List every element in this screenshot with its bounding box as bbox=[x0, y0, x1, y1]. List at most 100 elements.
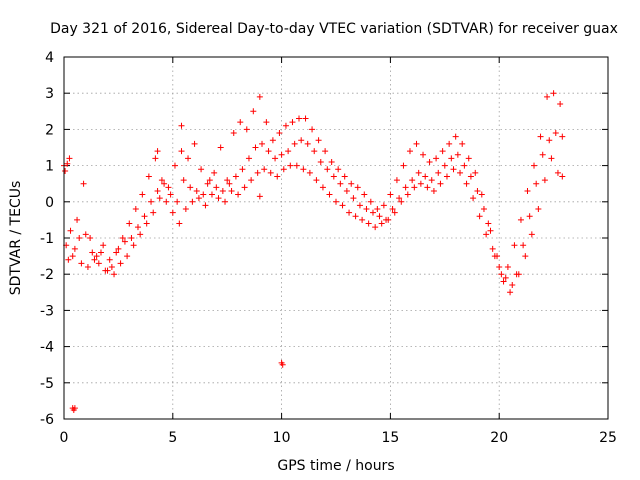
data-point bbox=[259, 140, 266, 147]
data-point bbox=[313, 177, 320, 184]
data-point bbox=[335, 166, 342, 173]
data-point bbox=[206, 177, 213, 184]
data-point bbox=[211, 169, 218, 176]
data-point bbox=[326, 191, 333, 198]
data-point bbox=[95, 260, 102, 267]
data-point bbox=[185, 155, 192, 162]
data-point bbox=[333, 198, 339, 205]
data-point bbox=[150, 209, 157, 216]
data-point bbox=[400, 162, 407, 169]
data-point bbox=[158, 177, 165, 184]
data-point bbox=[517, 216, 524, 223]
y-tick-label: -6 bbox=[40, 412, 54, 428]
plot-frame bbox=[63, 56, 609, 420]
series-outliers bbox=[62, 122, 566, 413]
data-point bbox=[304, 140, 311, 147]
data-point bbox=[280, 166, 287, 173]
data-point bbox=[241, 184, 248, 191]
data-point bbox=[367, 198, 374, 205]
data-point bbox=[343, 187, 350, 194]
data-point bbox=[452, 133, 459, 140]
y-tick-label: 4 bbox=[45, 50, 54, 66]
data-point bbox=[278, 151, 285, 158]
data-point bbox=[226, 180, 233, 187]
data-point bbox=[80, 180, 87, 187]
y-tick-label: 2 bbox=[45, 122, 54, 138]
data-point bbox=[130, 242, 137, 249]
data-point bbox=[350, 195, 357, 202]
data-point bbox=[243, 126, 250, 133]
chart-title: Day 321 of 2016, Sidereal Day-to-day VTE… bbox=[50, 21, 618, 37]
data-point bbox=[230, 130, 237, 137]
data-point bbox=[279, 361, 286, 368]
data-point bbox=[239, 166, 246, 173]
data-point bbox=[324, 166, 331, 173]
data-point bbox=[124, 253, 131, 260]
data-point bbox=[500, 278, 507, 285]
data-point bbox=[282, 122, 289, 129]
data-point bbox=[302, 115, 309, 122]
x-tick-label: 0 bbox=[60, 430, 69, 446]
x-tick-label: 25 bbox=[599, 430, 617, 446]
data-point bbox=[437, 180, 444, 187]
data-point bbox=[189, 198, 196, 205]
data-point bbox=[115, 245, 122, 252]
data-point bbox=[337, 180, 344, 187]
data-point bbox=[385, 216, 392, 223]
data-point bbox=[154, 148, 161, 155]
data-point bbox=[237, 119, 244, 126]
data-point bbox=[533, 180, 540, 187]
data-point bbox=[111, 271, 118, 278]
data-point bbox=[428, 177, 435, 184]
data-point bbox=[176, 220, 183, 227]
data-point bbox=[171, 162, 178, 169]
data-point bbox=[311, 148, 318, 155]
data-point bbox=[276, 130, 283, 137]
data-point bbox=[387, 191, 394, 198]
x-tick-label: 10 bbox=[273, 430, 291, 446]
data-point bbox=[163, 198, 170, 205]
data-point bbox=[552, 130, 559, 137]
data-point bbox=[369, 209, 376, 216]
data-point bbox=[245, 155, 252, 162]
data-point bbox=[422, 173, 429, 180]
data-point bbox=[341, 173, 348, 180]
data-point bbox=[450, 166, 457, 173]
data-point bbox=[113, 249, 120, 256]
data-point bbox=[319, 184, 326, 191]
data-point bbox=[191, 140, 198, 147]
data-point bbox=[459, 140, 466, 147]
data-point bbox=[396, 195, 403, 202]
data-point bbox=[289, 119, 296, 126]
data-point bbox=[317, 158, 324, 165]
data-point bbox=[406, 148, 413, 155]
data-point bbox=[520, 242, 527, 249]
data-point bbox=[328, 158, 335, 165]
data-point bbox=[202, 202, 209, 209]
data-point bbox=[494, 253, 501, 260]
data-point bbox=[426, 158, 433, 165]
data-point bbox=[169, 209, 176, 216]
data-point bbox=[476, 213, 483, 220]
data-point bbox=[435, 169, 442, 176]
data-point bbox=[346, 209, 353, 216]
data-point bbox=[104, 267, 111, 274]
x-tick-label: 15 bbox=[381, 430, 399, 446]
data-point bbox=[528, 231, 535, 238]
data-point bbox=[356, 202, 363, 209]
data-point bbox=[274, 173, 281, 180]
y-tick-label: -5 bbox=[40, 376, 54, 392]
data-point bbox=[291, 140, 298, 147]
data-point bbox=[507, 289, 514, 296]
data-point bbox=[557, 101, 564, 108]
data-point bbox=[71, 405, 78, 412]
data-point bbox=[161, 180, 168, 187]
data-point bbox=[119, 235, 126, 241]
data-point bbox=[457, 169, 464, 176]
data-point bbox=[467, 173, 474, 180]
data-point bbox=[296, 115, 303, 122]
data-point bbox=[200, 191, 207, 198]
data-point bbox=[156, 195, 163, 202]
data-point bbox=[219, 187, 226, 194]
data-point bbox=[559, 173, 566, 180]
